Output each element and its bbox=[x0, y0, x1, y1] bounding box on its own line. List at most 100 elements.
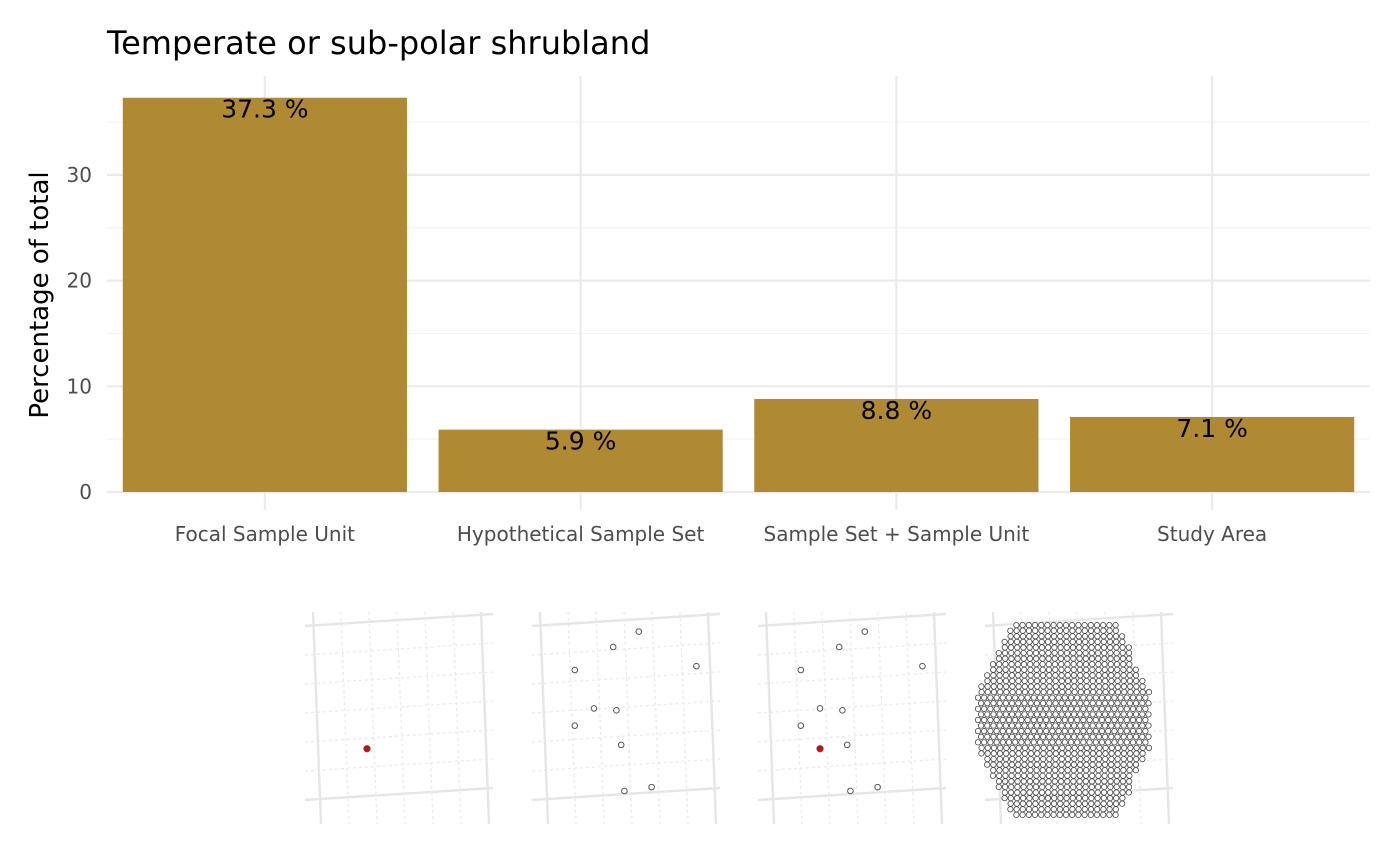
bar-value-label: 37.3 % bbox=[221, 95, 308, 124]
study-area-cell bbox=[1027, 750, 1035, 757]
study-area-cell bbox=[1064, 767, 1071, 774]
study-area-cell bbox=[1009, 755, 1016, 763]
study-area-cell bbox=[1026, 800, 1033, 807]
study-area-cell bbox=[1057, 783, 1064, 791]
study-area-cell bbox=[1050, 811, 1057, 818]
study-area-cell bbox=[1077, 722, 1084, 729]
x-tick-label: Focal Sample Unit bbox=[175, 522, 355, 546]
study-area-cell bbox=[1040, 755, 1047, 763]
graticule-line bbox=[706, 611, 718, 825]
study-area-cell bbox=[1013, 627, 1020, 634]
study-area-cell bbox=[1039, 649, 1046, 657]
study-area-cell bbox=[1101, 655, 1108, 662]
study-area-cell bbox=[1061, 739, 1068, 746]
study-area-cell bbox=[1045, 783, 1052, 791]
study-area-cell bbox=[1120, 672, 1127, 679]
study-area-cell bbox=[1027, 761, 1034, 768]
study-area-cell bbox=[1076, 778, 1083, 785]
study-area-cell bbox=[1102, 688, 1109, 696]
study-area-cell bbox=[1132, 767, 1139, 774]
study-area-cell bbox=[1123, 728, 1130, 735]
sample-point bbox=[861, 628, 869, 635]
study-area-cell bbox=[1052, 761, 1059, 768]
bar-study-area bbox=[1070, 416, 1355, 492]
sample-point bbox=[617, 741, 625, 749]
study-area-cell bbox=[1120, 733, 1127, 740]
study-area-cell bbox=[1112, 627, 1119, 634]
study-area-cell bbox=[1038, 627, 1045, 634]
study-area-cell bbox=[1070, 666, 1077, 673]
study-area-cell bbox=[1014, 661, 1021, 668]
study-area-cell bbox=[1075, 811, 1082, 818]
study-area-cell bbox=[1015, 683, 1022, 690]
study-area-cell bbox=[981, 739, 988, 746]
study-area-cell bbox=[1001, 649, 1009, 657]
study-area-cell bbox=[1008, 672, 1016, 679]
study-area-cell bbox=[1076, 789, 1083, 796]
study-area-cell bbox=[1024, 739, 1031, 746]
study-area-cell bbox=[1055, 716, 1062, 724]
study-area-cell bbox=[1024, 716, 1031, 724]
study-area-cell bbox=[999, 694, 1006, 701]
study-area-cell bbox=[1005, 694, 1013, 701]
study-area-cell bbox=[989, 661, 997, 668]
study-area-cell bbox=[1055, 705, 1062, 712]
study-area-cell bbox=[1013, 795, 1021, 802]
study-area-cell bbox=[1019, 800, 1027, 807]
x-tick-label: Hypothetical Sample Set bbox=[457, 522, 705, 546]
study-area-cell bbox=[1074, 705, 1081, 712]
study-area-cell bbox=[1089, 666, 1096, 673]
study-area-cell bbox=[1032, 789, 1039, 796]
study-area-cell bbox=[1076, 661, 1083, 668]
study-area-cell bbox=[1095, 666, 1102, 673]
study-area-cell bbox=[1133, 755, 1140, 763]
study-area-cell bbox=[1102, 750, 1109, 757]
study-area-cell bbox=[1033, 755, 1041, 763]
study-area-cell bbox=[1063, 783, 1071, 791]
study-area-cell bbox=[1082, 644, 1089, 651]
study-area-cell bbox=[1095, 711, 1103, 718]
study-area-cell bbox=[1044, 795, 1052, 802]
study-area-cell bbox=[1044, 627, 1051, 634]
study-area-cell bbox=[1045, 789, 1052, 796]
study-area-cell bbox=[1036, 728, 1044, 735]
study-area-cell bbox=[1108, 688, 1115, 696]
study-area-cell bbox=[1120, 761, 1127, 768]
study-area-cell bbox=[1117, 716, 1124, 724]
study-area-cell bbox=[981, 728, 988, 735]
study-area-cell bbox=[1089, 761, 1096, 768]
study-area-cell bbox=[1075, 633, 1082, 640]
study-area-cell bbox=[1018, 716, 1025, 724]
study-area-cell bbox=[1095, 722, 1103, 729]
study-area-cell bbox=[1123, 716, 1130, 724]
study-area-cell bbox=[1069, 644, 1077, 651]
study-area-cell bbox=[1052, 744, 1060, 752]
study-area-cell bbox=[1132, 761, 1140, 768]
study-area-cell bbox=[995, 783, 1002, 791]
study-area-cell bbox=[1082, 638, 1089, 645]
study-area-cell bbox=[1106, 633, 1113, 640]
study-area-cell bbox=[1038, 644, 1046, 651]
study-area-cell bbox=[1094, 638, 1101, 645]
study-area-cell bbox=[1114, 755, 1121, 763]
study-area-cell bbox=[1113, 661, 1121, 668]
study-area-cell bbox=[1111, 705, 1118, 712]
study-area-cell bbox=[1113, 795, 1120, 802]
study-area-cell bbox=[1008, 733, 1016, 740]
study-area-cell bbox=[1139, 744, 1146, 752]
study-area-cell bbox=[1012, 705, 1019, 712]
study-area-cell bbox=[1069, 789, 1077, 796]
study-area-cell bbox=[1119, 649, 1126, 657]
study-area-cell bbox=[1136, 705, 1143, 712]
study-area-cell bbox=[1113, 644, 1120, 651]
study-area-cell bbox=[1007, 795, 1014, 802]
study-area-cell bbox=[1125, 789, 1132, 796]
study-area-cell bbox=[1026, 644, 1033, 651]
study-area-cell bbox=[1108, 755, 1115, 763]
study-area-cell bbox=[1108, 761, 1115, 768]
study-area-cell bbox=[1070, 655, 1077, 662]
study-area-cell bbox=[990, 688, 998, 696]
focal-point bbox=[363, 745, 371, 753]
study-area-cell bbox=[1045, 666, 1053, 673]
